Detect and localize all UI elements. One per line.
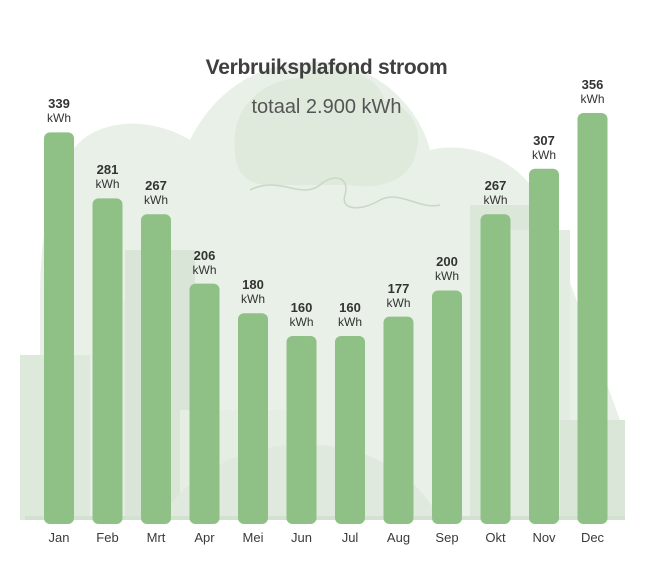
bars-group bbox=[44, 113, 608, 524]
data-label-sep: 200 bbox=[436, 254, 458, 270]
x-tick-label-mrt: Mrt bbox=[146, 530, 166, 545]
bar-jul bbox=[335, 335, 365, 524]
ground-line bbox=[25, 516, 625, 520]
data-label-feb: 281 bbox=[96, 162, 119, 178]
unit-label-apr: kWh bbox=[192, 262, 217, 277]
bar-sep bbox=[432, 290, 462, 524]
data-label-jun: 160 bbox=[290, 299, 313, 315]
background-squiggle bbox=[249, 177, 441, 209]
x-tick-label-jun: Jun bbox=[291, 530, 312, 545]
bar-jun bbox=[286, 335, 317, 524]
bar-aug bbox=[383, 316, 414, 524]
x-tick-label-sep: Sep bbox=[435, 530, 459, 545]
unit-label-feb: kWh bbox=[95, 177, 120, 192]
unit-label-mrt: kWh bbox=[144, 193, 168, 208]
data-label-aug: 177 bbox=[387, 280, 410, 296]
data-label-mrt: 267 bbox=[145, 178, 167, 194]
chart-subtitle: totaal 2.900 kWh bbox=[251, 96, 402, 118]
bar-mei bbox=[238, 313, 268, 524]
data-label-dec: 356 bbox=[581, 77, 604, 92]
unit-label-jan: kWh bbox=[47, 111, 71, 126]
bar-jan bbox=[44, 132, 74, 524]
unit-label-jun: kWh bbox=[289, 314, 314, 329]
data-label-jul: 160 bbox=[339, 299, 361, 315]
data-label-jan: 339 bbox=[48, 96, 70, 112]
chart-title: Verbruiksplafond stroom bbox=[205, 56, 448, 79]
x-tick-label-feb: Feb bbox=[96, 530, 119, 545]
x-tick-label-okt: Okt bbox=[485, 530, 506, 545]
bar-mrt bbox=[141, 214, 171, 524]
unit-label-nov: kWh bbox=[532, 147, 556, 162]
x-tick-label-jul: Jul bbox=[341, 530, 359, 545]
data-label-mei: 180 bbox=[242, 277, 264, 293]
bar-nov bbox=[529, 168, 559, 524]
data-label-okt: 267 bbox=[484, 178, 507, 194]
unit-label-jul: kWh bbox=[338, 314, 362, 329]
x-tick-label-dec: Dec bbox=[580, 530, 605, 545]
x-tick-label-mei: Mei bbox=[242, 530, 264, 545]
bar-dec bbox=[577, 113, 608, 524]
bar-okt bbox=[480, 214, 511, 524]
data-label-nov: 307 bbox=[533, 132, 555, 148]
unit-label-dec: kWh bbox=[580, 92, 605, 106]
background-cloud bbox=[234, 69, 419, 187]
bar-apr bbox=[189, 283, 220, 524]
unit-label-mei: kWh bbox=[241, 292, 265, 307]
unit-label-okt: kWh bbox=[483, 193, 508, 208]
x-tick-label-nov: Nov bbox=[532, 530, 556, 545]
x-tick-label-jan: Jan bbox=[48, 530, 70, 545]
x-tick-label-apr: Apr bbox=[194, 530, 215, 545]
bar-feb bbox=[92, 198, 123, 524]
x-tick-label-aug: Aug bbox=[386, 530, 411, 545]
unit-label-aug: kWh bbox=[386, 295, 411, 310]
unit-label-sep: kWh bbox=[435, 269, 459, 284]
data-label-apr: 206 bbox=[193, 247, 216, 263]
